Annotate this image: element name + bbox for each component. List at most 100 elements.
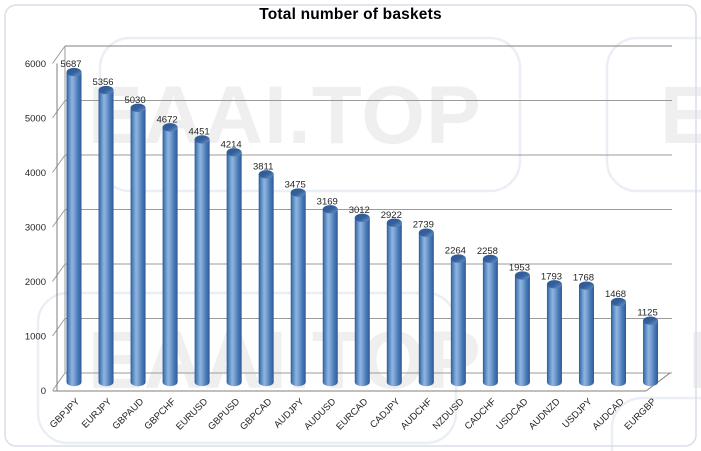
watermark-box [605, 36, 701, 193]
bar [418, 232, 434, 382]
bar-value-label: 5030 [124, 95, 145, 106]
bar-bottom-cap [546, 377, 562, 387]
axis-tick [52, 45, 66, 64]
axis-tick [52, 372, 66, 391]
bar-top-cap [482, 254, 498, 264]
bar-top-cap [98, 85, 114, 95]
bar-bottom-cap [482, 377, 498, 387]
bar [98, 90, 114, 383]
watermark-text: EAAI.TOP [660, 70, 701, 161]
y-axis-tick-label: 2000 [25, 277, 46, 288]
y-axis-tick-label: 0 [41, 386, 46, 397]
axis-tick [52, 263, 66, 282]
bar-value-label: 3811 [253, 161, 273, 172]
bar-bottom-cap [450, 377, 466, 387]
bar [66, 72, 82, 382]
bar [450, 258, 466, 382]
bar-value-label: 1953 [509, 263, 530, 274]
bar-top-cap [130, 103, 146, 113]
bar-top-cap [226, 148, 242, 157]
bar [546, 284, 562, 382]
watermark-text: EAAI.TOP [688, 315, 701, 406]
chart-border-layer [4, 4, 697, 447]
bar-top-cap [514, 271, 530, 280]
bar-top-cap [643, 316, 659, 325]
bar [322, 209, 338, 382]
bar-value-label: 4214 [221, 139, 242, 150]
axis-tick [52, 318, 66, 337]
bar-value-label: 1125 [637, 308, 657, 319]
bar-bottom-cap [98, 377, 114, 387]
bar-group: 1793 AUDNZD [527, 271, 563, 432]
bar [162, 127, 178, 382]
watermark-text: EAAI.TOP [88, 70, 482, 161]
y-axis-tick-label: 5000 [25, 114, 46, 125]
bar [482, 258, 498, 382]
bar [643, 320, 659, 382]
chart-border [4, 4, 697, 447]
y-axis-tick-label: 6000 [25, 59, 46, 70]
bar-group: 1468 AUDCAD [590, 289, 626, 433]
category-label: AUDNZD [527, 396, 563, 432]
bar [290, 192, 306, 382]
bar [226, 152, 242, 382]
bar-top-cap [450, 254, 466, 263]
bar [130, 107, 146, 383]
bar-value-label: 1793 [541, 271, 562, 282]
bar-top-cap [418, 228, 434, 237]
bar-top-cap [322, 205, 338, 214]
y-axis-tick-label: 1000 [25, 332, 46, 343]
chart-title: Total number of baskets [259, 6, 442, 23]
bar-bottom-cap [514, 377, 530, 387]
bar-value-label: 1468 [605, 289, 626, 300]
category-label: USDCAD [494, 396, 530, 432]
bar-bottom-cap [66, 377, 82, 387]
bar-bottom-cap [418, 377, 434, 387]
axis-tick [52, 100, 66, 119]
bar [194, 139, 210, 382]
axis-tick [52, 154, 66, 173]
bar-bottom-cap [162, 377, 178, 387]
bar-value-label: 3012 [349, 205, 370, 216]
bar-bottom-cap [226, 377, 242, 387]
bar-bottom-cap [130, 377, 146, 387]
bar-bottom-cap [578, 377, 594, 387]
bar-bottom-cap [290, 377, 306, 387]
bar-value-label: 5356 [92, 77, 113, 88]
bar-bottom-cap [643, 377, 659, 387]
bar-value-label: 2258 [477, 246, 498, 257]
bar [354, 217, 370, 382]
category-label: GBPJPY [48, 396, 83, 431]
bar-value-label: 2739 [413, 220, 434, 231]
bar-bottom-cap [386, 377, 402, 387]
bar-value-label: 4451 [189, 126, 210, 137]
bar-bottom-cap [258, 377, 274, 387]
bar-top-cap [66, 67, 82, 77]
bar [578, 285, 594, 382]
bar-bottom-cap [354, 377, 370, 387]
bar-value-label: 3475 [285, 180, 306, 191]
y-axis-tick-label: 3000 [25, 223, 46, 234]
bar-value-label: 1768 [573, 273, 594, 284]
bar-bottom-cap [322, 377, 338, 387]
bar-value-label: 2922 [381, 210, 402, 221]
bar [258, 174, 274, 382]
bar-top-cap [354, 213, 370, 223]
bar-group: 1953 USDCAD [494, 263, 530, 433]
bar-bottom-cap [611, 377, 627, 387]
bar-top-cap [290, 188, 306, 197]
bar-top-cap [194, 135, 210, 144]
bar [386, 222, 402, 382]
bar-value-label: 3169 [317, 196, 338, 207]
bar-top-cap [578, 281, 594, 290]
bar [514, 275, 530, 382]
bar-value-label: 2264 [445, 246, 466, 257]
bar-value-label: 4672 [157, 114, 178, 125]
bar-top-cap [258, 170, 274, 179]
bar [611, 301, 627, 382]
